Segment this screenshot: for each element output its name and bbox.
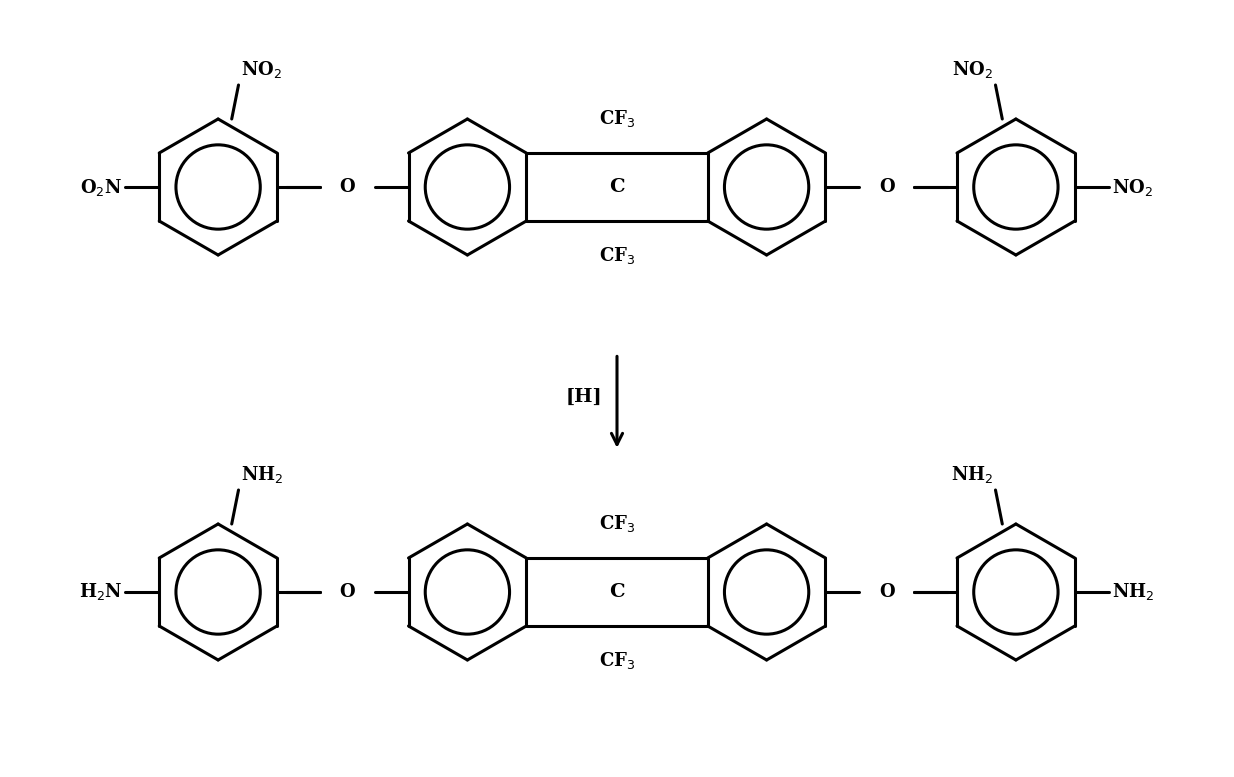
Text: NH$_2$: NH$_2$ (1112, 581, 1154, 602)
Text: O: O (339, 583, 355, 601)
Text: CF$_3$: CF$_3$ (598, 513, 636, 535)
Text: H$_2$N: H$_2$N (79, 581, 122, 602)
Text: CF$_3$: CF$_3$ (598, 650, 636, 671)
Text: NH$_2$: NH$_2$ (241, 464, 283, 485)
Text: NO$_2$: NO$_2$ (1112, 176, 1153, 197)
Text: C: C (610, 178, 624, 196)
Text: CF$_3$: CF$_3$ (598, 108, 636, 129)
Text: O$_2$N: O$_2$N (80, 176, 122, 197)
Text: NO$_2$: NO$_2$ (241, 59, 281, 80)
Text: CF$_3$: CF$_3$ (598, 245, 636, 266)
Text: NO$_2$: NO$_2$ (953, 59, 993, 80)
Text: O: O (879, 178, 895, 196)
Text: NH$_2$: NH$_2$ (951, 464, 993, 485)
Text: [H]: [H] (565, 388, 602, 406)
Text: C: C (610, 583, 624, 601)
Text: O: O (339, 178, 355, 196)
Text: O: O (879, 583, 895, 601)
